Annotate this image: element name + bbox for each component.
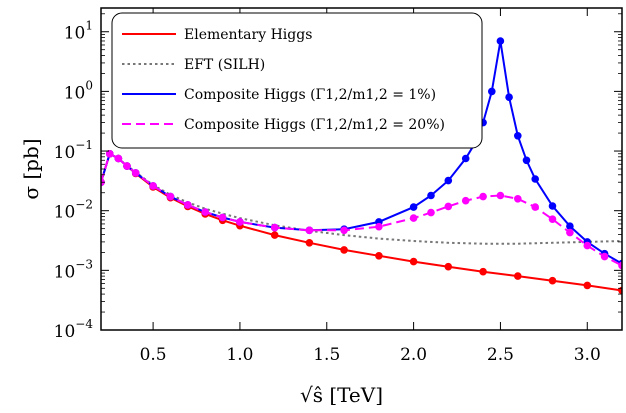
y-tick-label: 100 bbox=[64, 78, 93, 103]
data-point bbox=[201, 208, 209, 216]
data-point bbox=[305, 226, 314, 235]
x-tick-label: 1.0 bbox=[226, 345, 253, 365]
series-line bbox=[101, 152, 622, 267]
data-point bbox=[340, 246, 348, 254]
data-point bbox=[600, 252, 609, 261]
data-point bbox=[375, 252, 383, 260]
data-point bbox=[505, 93, 513, 101]
series-3 bbox=[101, 150, 622, 270]
data-point bbox=[548, 202, 557, 210]
data-point bbox=[184, 201, 192, 209]
data-point bbox=[123, 162, 131, 170]
data-point bbox=[566, 222, 574, 230]
y-tick-exponent: 0 bbox=[85, 78, 93, 92]
data-point bbox=[305, 239, 314, 247]
data-point bbox=[409, 203, 418, 211]
y-tick-label: 10−4 bbox=[54, 317, 94, 342]
y-tick-exponent: −1 bbox=[75, 138, 93, 152]
data-point bbox=[583, 281, 592, 290]
y-tick-label: 10−1 bbox=[54, 138, 93, 163]
data-point bbox=[618, 261, 622, 270]
data-point bbox=[514, 195, 522, 203]
data-point bbox=[409, 214, 418, 222]
data-point bbox=[479, 267, 487, 276]
data-point bbox=[105, 150, 114, 158]
data-point bbox=[409, 257, 418, 266]
series-line bbox=[101, 152, 622, 292]
legend-label: Composite Higgs (Γ1,2/m1,2 = 1%) bbox=[184, 87, 436, 103]
x-tick-label: 0.5 bbox=[140, 345, 167, 365]
y-tick-label: 101 bbox=[64, 19, 93, 44]
data-point bbox=[218, 213, 227, 222]
data-point bbox=[461, 154, 470, 163]
data-point bbox=[444, 202, 453, 211]
data-point bbox=[514, 132, 522, 140]
series-line bbox=[101, 152, 622, 245]
y-axis-title: σ [pb] bbox=[19, 138, 43, 199]
x-tick-label: 2.5 bbox=[487, 345, 514, 365]
data-point bbox=[427, 208, 435, 217]
y-tick-exponent: −4 bbox=[75, 317, 93, 331]
legend-label: Elementary Higgs bbox=[184, 27, 312, 43]
data-point bbox=[479, 192, 487, 201]
data-point bbox=[531, 203, 539, 211]
x-tick-label: 1.5 bbox=[313, 345, 340, 365]
y-tick-exponent: −3 bbox=[75, 257, 93, 271]
data-point bbox=[548, 276, 557, 285]
x-tick-label: 2.0 bbox=[400, 345, 427, 365]
y-tick-label: 10−3 bbox=[54, 257, 93, 282]
data-point bbox=[444, 262, 453, 271]
data-point bbox=[166, 192, 175, 201]
data-point bbox=[531, 175, 539, 183]
data-point bbox=[114, 154, 123, 163]
data-point bbox=[548, 215, 557, 223]
data-point bbox=[496, 191, 505, 200]
data-point bbox=[522, 156, 531, 165]
legend-box bbox=[111, 12, 483, 149]
legend-label: Composite Higgs (Γ1,2/m1,2 = 20%) bbox=[184, 117, 445, 133]
data-point bbox=[236, 218, 244, 226]
data-point bbox=[340, 226, 348, 235]
data-point bbox=[149, 182, 157, 190]
data-point bbox=[566, 228, 574, 237]
series-1 bbox=[101, 152, 622, 245]
data-point bbox=[270, 223, 279, 232]
y-tick-exponent: 1 bbox=[85, 19, 93, 33]
data-point bbox=[444, 176, 453, 185]
data-point bbox=[427, 191, 435, 200]
y-tick-label: 10−2 bbox=[54, 198, 93, 223]
data-point bbox=[583, 241, 592, 250]
data-point bbox=[514, 272, 522, 280]
series-0 bbox=[101, 150, 622, 295]
y-tick-exponent: −2 bbox=[75, 198, 93, 212]
legend: Elementary Higgs EFT (SILH) Composite Higg… bbox=[111, 12, 483, 149]
legend-label: EFT (SILH) bbox=[184, 57, 265, 73]
data-point bbox=[461, 196, 470, 205]
data-point bbox=[375, 222, 383, 231]
data-point bbox=[131, 169, 140, 177]
series-layer bbox=[101, 37, 622, 295]
x-tick-label: 3.0 bbox=[574, 345, 601, 365]
data-point bbox=[496, 37, 505, 45]
data-point bbox=[270, 231, 279, 239]
x-axis-title: √ŝ [TeV] bbox=[300, 383, 383, 407]
data-point bbox=[488, 87, 496, 96]
